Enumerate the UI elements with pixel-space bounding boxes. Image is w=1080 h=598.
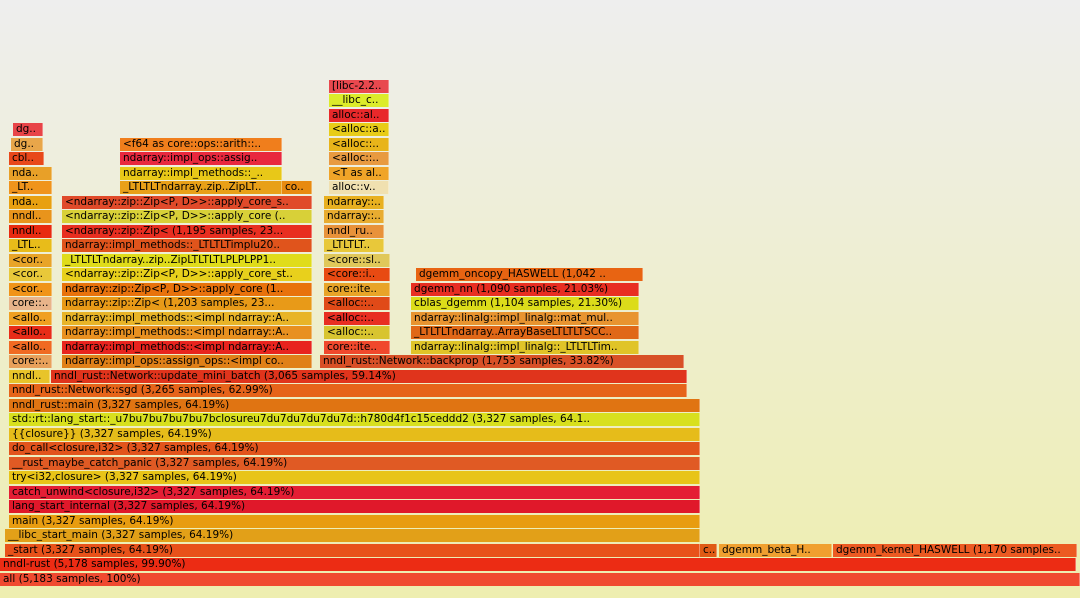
flame-frame[interactable]: {{closure}} (3,327 samples, 64.19%) xyxy=(8,427,700,441)
flame-frame[interactable]: nndl.. xyxy=(8,224,52,238)
flame-frame[interactable]: <core::i.. xyxy=(324,268,390,281)
flame-frame[interactable]: __libc_c.. xyxy=(328,94,389,107)
flame-frame[interactable]: nndl.. xyxy=(8,369,50,383)
flame-frame[interactable]: ndarray::impl_methods::_.. xyxy=(119,166,282,180)
flame-frame[interactable]: <ndarray::zip::Zip<P, D>>::apply_core_s.… xyxy=(61,195,312,209)
flame-frame[interactable]: <alloc::a.. xyxy=(328,123,389,136)
flame-frame[interactable]: dg.. xyxy=(11,137,43,151)
flame-frame[interactable]: core::.. xyxy=(8,355,52,368)
flame-frame[interactable]: <allo.. xyxy=(8,311,52,325)
flame-frame[interactable]: <f64 as core::ops::arith::.. xyxy=(119,137,282,151)
flame-frame[interactable]: ndarray::impl_methods::<impl ndarray::A.… xyxy=(61,326,312,339)
flame-frame[interactable]: cbl.. xyxy=(8,152,44,165)
flame-frame[interactable]: <ndarray::zip::Zip<P, D>>::apply_core_st… xyxy=(61,268,312,281)
flame-frame[interactable]: <cor.. xyxy=(8,282,52,296)
flame-frame[interactable]: catch_unwind<closure,i32> (3,327 samples… xyxy=(8,485,700,499)
flame-frame[interactable]: cblas_dgemm (1,104 samples, 21.30%) xyxy=(411,297,640,310)
flame-frame[interactable]: <T as al.. xyxy=(328,166,389,180)
flame-frame[interactable]: <core::sl.. xyxy=(324,253,390,267)
flame-frame[interactable]: alloc::al.. xyxy=(328,108,389,122)
flame-frame[interactable]: nndl_rust::Network::update_mini_batch (3… xyxy=(50,369,687,383)
flame-frame[interactable]: all (5,183 samples, 100%) xyxy=(0,572,1080,586)
flame-frame[interactable]: ndarray::.. xyxy=(324,195,385,209)
flame-frame[interactable]: __libc_start_main (3,327 samples, 64.19%… xyxy=(4,529,700,542)
flame-frame[interactable]: ndarray::impl_ops::assign_ops::<impl co.… xyxy=(61,355,312,368)
flame-frame[interactable]: ndarray::zip::Zip< (1,203 samples, 23... xyxy=(61,297,312,310)
flame-frame[interactable]: _LTLTLTndarray..zip..ZipLTLTLTLPLPLPP1.. xyxy=(61,253,312,267)
flame-frame[interactable]: dgemm_oncopy_HASWELL (1,042 .. xyxy=(416,268,644,281)
flame-frame[interactable]: ndarray::impl_ops::assig.. xyxy=(119,152,282,165)
flame-frame[interactable]: <cor.. xyxy=(8,268,52,281)
flame-frame[interactable]: _LTLTLT.. xyxy=(324,239,385,252)
flame-frame[interactable]: _LTLTLTndarray..zip..ZipLT.. xyxy=(119,181,282,194)
flame-frame[interactable]: co.. xyxy=(281,181,312,194)
flame-frame[interactable]: nndl_rust::Network::sgd (3,265 samples, … xyxy=(8,384,687,397)
flame-frame[interactable]: std::rt::lang_start::_u7bu7bu7bu7bu7bclo… xyxy=(8,413,700,426)
flame-frame[interactable]: <ndarray::zip::Zip< (1,195 samples, 23..… xyxy=(61,224,312,238)
flame-frame[interactable]: ndarray::impl_methods::_LTLTLTimplu20.. xyxy=(61,239,312,252)
flame-frame[interactable]: nndl_rust::main (3,327 samples, 64.19%) xyxy=(8,398,700,412)
flame-frame[interactable]: nndl_ru.. xyxy=(324,224,385,238)
flame-frame[interactable]: [libc-2.2.. xyxy=(328,79,389,93)
flame-frame[interactable]: <alloc::.. xyxy=(324,297,390,310)
flame-frame[interactable]: <alloc::.. xyxy=(324,311,390,325)
flame-frame[interactable]: dgemm_beta_H.. xyxy=(718,543,832,557)
flame-frame[interactable]: core::ite.. xyxy=(324,340,390,354)
flame-frame[interactable]: <alloc::.. xyxy=(328,137,389,151)
flame-frame[interactable]: _LTL.. xyxy=(8,239,52,252)
flame-frame[interactable]: main (3,327 samples, 64.19%) xyxy=(8,514,700,528)
flame-frame[interactable]: ndarray::impl_methods::<impl ndarray::A.… xyxy=(61,340,312,354)
flame-frame[interactable]: ndarray::linalg::impl_linalg::_LTLTLTim.… xyxy=(411,340,640,354)
flame-frame[interactable]: <alloc::.. xyxy=(328,152,389,165)
flame-frame[interactable]: nndl_rust::Network::backprop (1,753 samp… xyxy=(320,355,684,368)
flame-frame[interactable]: try<i32,closure> (3,327 samples, 64.19%) xyxy=(8,471,700,484)
flame-frame[interactable]: ndarray::linalg::impl_linalg::mat_mul.. xyxy=(411,311,640,325)
flame-frame[interactable]: nda.. xyxy=(8,166,52,180)
flame-frame[interactable]: _LTLTLTndarray..ArrayBaseLTLTLTSCC.. xyxy=(411,326,640,339)
flame-frame[interactable]: nda.. xyxy=(8,195,52,209)
flame-frame[interactable]: c.. xyxy=(699,543,717,557)
flame-frame[interactable]: _LT.. xyxy=(8,181,52,194)
flame-frame[interactable]: nndl.. xyxy=(8,210,52,223)
flame-frame[interactable]: <ndarray::zip::Zip<P, D>>::apply_core (.… xyxy=(61,210,312,223)
flame-frame[interactable]: dg.. xyxy=(12,123,43,136)
flame-frame[interactable]: alloc::v.. xyxy=(328,181,389,194)
flame-frame[interactable]: ndarray::zip::Zip<P, D>>::apply_core (1.… xyxy=(61,282,312,296)
flame-frame[interactable]: dgemm_nn (1,090 samples, 21.03%) xyxy=(411,282,640,296)
flame-frame[interactable]: lang_start_internal (3,327 samples, 64.1… xyxy=(8,500,700,513)
flame-frame[interactable]: <allo.. xyxy=(8,340,52,354)
flame-frame[interactable]: ndarray::impl_methods::<impl ndarray::A.… xyxy=(61,311,312,325)
flame-frame[interactable]: do_call<closure,i32> (3,327 samples, 64.… xyxy=(8,442,700,455)
flame-frame[interactable]: <allo.. xyxy=(8,326,52,339)
flame-frame[interactable]: ndarray::.. xyxy=(324,210,385,223)
flame-frame[interactable]: <cor.. xyxy=(8,253,52,267)
flame-frame[interactable]: core::.. xyxy=(8,297,52,310)
flame-frame[interactable]: dgemm_kernel_HASWELL (1,170 samples.. xyxy=(833,543,1077,557)
flame-frame[interactable]: _start (3,327 samples, 64.19%) xyxy=(4,543,700,557)
flame-frame[interactable]: nndl-rust (5,178 samples, 99.90%) xyxy=(0,558,1076,571)
flame-frame[interactable]: __rust_maybe_catch_panic (3,327 samples,… xyxy=(8,456,700,470)
flame-frame[interactable]: core::ite.. xyxy=(324,282,390,296)
flame-frame[interactable]: <alloc::.. xyxy=(324,326,390,339)
